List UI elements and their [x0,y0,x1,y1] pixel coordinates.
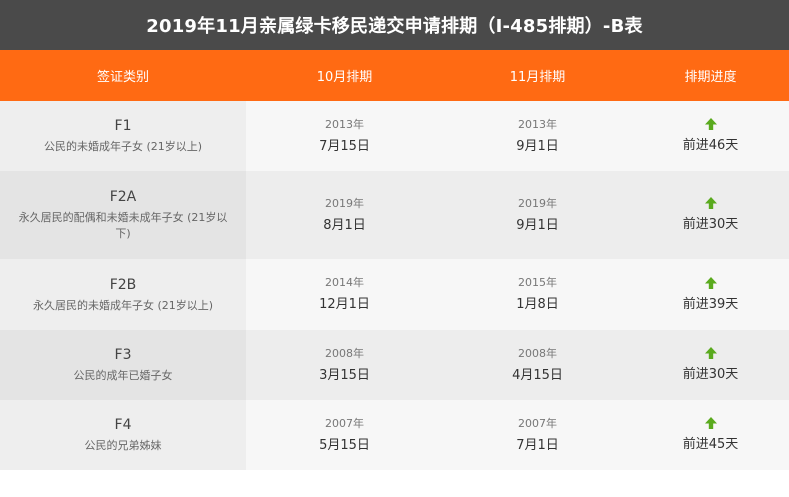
up-arrow-icon [704,118,717,130]
category-cell: F4 公民的兄弟姊妹 [0,400,246,470]
category-code: F3 [114,347,132,363]
up-arrow-icon [704,276,717,289]
category-cell: F3 公民的成年已婚子女 [0,330,246,400]
category-description: 永久居民的未婚成年子女 (21岁以上) [32,298,214,312]
progress-text: 前进46天 [682,138,739,153]
header-november: 11月排期 [509,70,566,85]
october-cell: 2007年 5月15日 [246,400,443,470]
table-title: 2019年11月亲属绿卡移民递交申请排期（I-485排期）-B表 [0,0,789,50]
october-year: 2019年 [325,196,364,210]
category-code: F1 [114,118,132,134]
progress-text: 前进45天 [682,437,739,452]
november-date: 9月1日 [516,217,559,233]
category-description: 公民的成年已婚子女 [73,369,173,382]
category-code: F2B [109,276,137,293]
november-year: 2019年 [518,196,557,210]
november-year: 2008年 [518,346,557,360]
october-cell: 2019年 8月1日 [246,171,443,259]
october-cell: 2013年 7月15日 [246,101,443,171]
progress-cell: 前进30天 [632,171,789,259]
november-cell: 2007年 7月1日 [443,400,632,470]
up-arrow-icon [704,197,717,209]
november-cell: 2019年 9月1日 [443,171,632,259]
category-cell: F2A 永久居民的配偶和未婚未成年子女 (21岁以下) [0,171,246,259]
header-october: 10月排期 [316,70,373,85]
october-date: 5月15日 [319,437,370,453]
up-arrow-icon [704,417,717,429]
november-date: 7月1日 [516,437,559,453]
progress-text: 前进39天 [682,296,739,312]
table-title-text: 2019年11月亲属绿卡移民递交申请排期（I-485排期）-B表 [146,16,643,37]
november-year: 2015年 [518,276,557,289]
november-cell: 2013年 9月1日 [443,101,632,171]
progress-cell: 前进39天 [632,259,789,330]
october-cell: 2008年 3月15日 [246,330,443,400]
table-row: F2B 永久居民的未婚成年子女 (21岁以上) 2014年 12月1日 2015… [0,259,789,330]
progress-cell: 前进45天 [632,400,789,470]
table-row: F2A 永久居民的配偶和未婚未成年子女 (21岁以下) 2019年 8月1日 2… [0,171,789,259]
october-date: 3月15日 [319,367,370,383]
table-body: F1 公民的未婚成年子女 (21岁以上) 2013年 7月15日 2013年 9… [0,101,789,470]
category-code: F2A [109,189,137,205]
progress-cell: 前进46天 [632,101,789,171]
october-year: 2013年 [325,117,364,131]
progress-text: 前进30天 [682,217,739,232]
header-progress: 排期进度 [684,70,737,85]
table-row: F1 公民的未婚成年子女 (21岁以上) 2013年 7月15日 2013年 9… [0,101,789,171]
november-date: 4月15日 [512,367,563,383]
october-cell: 2014年 12月1日 [246,259,443,330]
category-code: F4 [114,417,132,433]
october-year: 2007年 [325,416,364,430]
table-header: 签证类别 10月排期 11月排期 排期进度 [0,50,789,101]
progress-cell: 前进30天 [632,330,789,400]
november-date: 9月1日 [516,138,559,154]
up-arrow-icon [704,347,717,359]
category-description: 公民的兄弟姊妹 [84,439,162,452]
table-row: F3 公民的成年已婚子女 2008年 3月15日 2008年 4月15日 前进3… [0,330,789,400]
october-date: 12月1日 [319,297,370,312]
november-year: 2013年 [518,117,557,131]
october-year: 2014年 [325,276,364,289]
category-cell: F1 公民的未婚成年子女 (21岁以上) [0,101,246,171]
october-year: 2008年 [325,346,364,360]
november-year: 2007年 [518,416,557,430]
category-description: 永久居民的配偶和未婚未成年子女 (21岁以下) [18,211,228,240]
progress-text: 前进30天 [682,367,739,382]
november-date: 1月8日 [516,297,559,312]
category-description: 公民的未婚成年子女 (21岁以上) [43,140,203,153]
october-date: 7月15日 [319,138,370,154]
category-cell: F2B 永久居民的未婚成年子女 (21岁以上) [0,259,246,330]
november-cell: 2008年 4月15日 [443,330,632,400]
table-row: F4 公民的兄弟姊妹 2007年 5月15日 2007年 7月1日 前进45天 [0,400,789,470]
october-date: 8月1日 [323,217,366,233]
header-category: 签证类别 [96,70,149,85]
november-cell: 2015年 1月8日 [443,259,632,330]
